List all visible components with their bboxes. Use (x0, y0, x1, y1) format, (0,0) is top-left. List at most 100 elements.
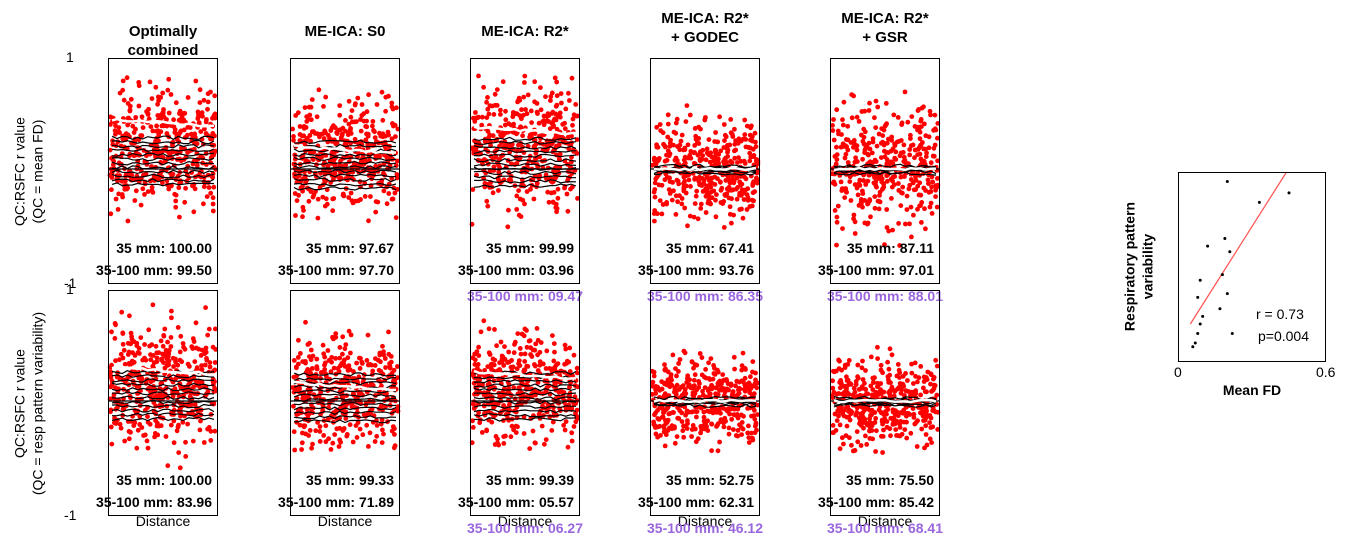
fit-line (1189, 172, 1288, 325)
column-title: ME-ICA: R2* (661, 10, 749, 27)
column-title: + GODEC (671, 29, 739, 46)
panel-plot (290, 58, 401, 284)
x-axis-label: Distance (497, 513, 553, 529)
inset-point (1198, 278, 1202, 282)
subject-lines (293, 372, 397, 424)
y-axis-label: QC:RSFC r value (11, 117, 28, 226)
stat-35mm: 35 mm: 99.39 (486, 472, 574, 488)
panel-plot (469, 290, 580, 516)
panel-frame (108, 290, 218, 516)
subject-lines (473, 136, 577, 188)
x-tick-label: 0 (1174, 364, 1182, 380)
x-axis-label: Distance (317, 513, 373, 529)
inset-plot (1178, 172, 1326, 362)
red-point-cloud (649, 348, 760, 454)
scatter-panel: 35 mm: 75.50 35-100 mm: 85.42 (818, 290, 941, 516)
inset-point (1196, 295, 1200, 299)
stat-35-100mm: 35-100 mm: 97.01 (818, 262, 934, 278)
inset-point (1198, 322, 1202, 326)
inset-point (1191, 345, 1195, 349)
column-title: ME-ICA: R2* (481, 23, 569, 40)
y-axis-label: (QC = mean FD) (29, 119, 46, 224)
mean-line (653, 166, 757, 172)
stat-35-100mm: 35-100 mm: 03.96 (458, 262, 574, 278)
stat-35-100mm: 35-100 mm: 93.76 (638, 262, 754, 278)
mean-line (833, 166, 937, 172)
stat-extra: 35-100 mm: 88.01 (827, 288, 943, 304)
stat-35mm: 35 mm: 100.00 (116, 472, 212, 488)
red-point-cloud (649, 103, 761, 230)
panel-frame (470, 58, 580, 284)
panel-frame (650, 58, 760, 284)
stat-35mm: 35 mm: 99.33 (306, 472, 394, 488)
inset-y-label: variability (1139, 233, 1156, 300)
panel-frame (290, 58, 400, 284)
y-tick-label: 1 (66, 281, 74, 297)
stat-35mm: 35 mm: 75.50 (846, 472, 934, 488)
panel-frame (108, 58, 218, 284)
scatter-panel: 35 mm: 100.00 35-100 mm: 83.96 (96, 290, 219, 516)
panel-plot (469, 58, 580, 284)
stat-extra: 35-100 mm: 68.41 (827, 520, 943, 536)
stat-35mm: 35 mm: 52.75 (666, 472, 754, 488)
mean-line (111, 117, 215, 128)
panel-frame (290, 290, 400, 516)
stat-35-100mm: 35-100 mm: 99.50 (96, 262, 212, 278)
scatter-panel: 35 mm: 99.33 35-100 mm: 71.89 (278, 290, 401, 516)
inset-point (1196, 332, 1200, 335)
inset-point (1230, 332, 1234, 335)
y-tick-label: -1 (64, 275, 77, 291)
panel-frame (650, 290, 760, 516)
panel-plot (290, 290, 401, 516)
stat-35-100mm: 35-100 mm: 97.70 (278, 262, 394, 278)
stat-extra: 35-100 mm: 09.47 (467, 288, 583, 304)
y-axis-label: QC:RSFC r value (11, 349, 28, 458)
inset-point (1225, 180, 1229, 183)
x-tick-label: 0.6 (1316, 364, 1336, 380)
annotation-r: r = 0.73 (1256, 306, 1304, 322)
stat-extra: 35-100 mm: 86.35 (647, 288, 763, 304)
stat-extra: 35-100 mm: 46.12 (647, 520, 763, 536)
stat-extra: 35-100 mm: 06.27 (467, 520, 583, 536)
scatter-panel: 35 mm: 52.75 35-100 mm: 62.31 (638, 290, 760, 516)
stat-35mm: 35 mm: 99.99 (486, 240, 574, 256)
inset-panel (1178, 172, 1326, 362)
panel-plot (649, 290, 760, 516)
stat-35mm: 35 mm: 100.00 (116, 240, 212, 256)
column-title: ME-ICA: S0 (304, 23, 386, 40)
mean-line (293, 144, 397, 155)
column-title: ME-ICA: R2* (841, 10, 929, 27)
stat-35mm: 35 mm: 67.41 (666, 240, 754, 256)
mean-line (833, 398, 937, 404)
subject-lines (111, 135, 215, 187)
x-axis-label: Distance (677, 513, 733, 529)
mean-line (111, 365, 215, 376)
panel-plot (107, 58, 219, 284)
stat-35-100mm: 35-100 mm: 83.96 (96, 494, 212, 510)
subject-lines (293, 139, 397, 191)
stat-35-100mm: 35-100 mm: 85.42 (818, 494, 934, 510)
scatter-panel: 35 mm: 99.99 35-100 mm: 03.96 (458, 58, 580, 284)
inset-point (1223, 237, 1227, 240)
panel-plot (829, 290, 941, 516)
inset-point (1206, 244, 1210, 248)
y-tick-label: -1 (64, 507, 77, 523)
mean-line (473, 125, 577, 136)
inset-point (1193, 341, 1197, 345)
subject-lines (111, 369, 215, 422)
mean-line (653, 398, 757, 404)
panel-frame (830, 58, 940, 284)
annotation-p: p=0.004 (1258, 328, 1309, 344)
inset-point (1218, 307, 1222, 311)
inset-point (1225, 292, 1229, 296)
panel-frame (830, 290, 940, 516)
stat-35mm: 35 mm: 87.11 (846, 240, 934, 256)
column-title: + GSR (862, 29, 908, 46)
mean-line (293, 380, 397, 392)
panel-plot (649, 58, 761, 284)
red-point-cloud (829, 89, 941, 248)
x-axis-label: Distance (135, 513, 191, 529)
panel-plot (829, 58, 941, 284)
scatter-panel: 35 mm: 100.00 35-100 mm: 99.50 (96, 58, 219, 284)
x-axis-label: Distance (857, 513, 913, 529)
